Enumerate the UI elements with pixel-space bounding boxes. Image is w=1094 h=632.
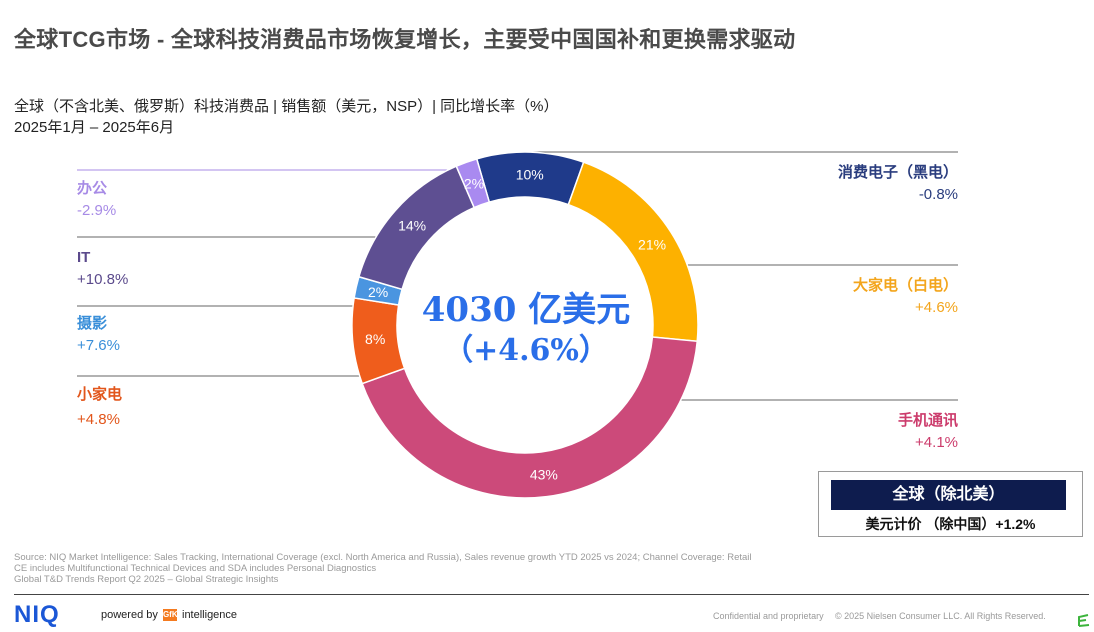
slice-label-4: 2% — [368, 284, 388, 300]
legend-white-name: 大家电（白电） — [852, 277, 958, 294]
slice-labels: 10% 21% 43% 8% 2% 14% 2% — [365, 167, 666, 483]
niq-logo: NIQ — [14, 601, 60, 628]
copyright-text: © 2025 Nielsen Consumer LLC. All Rights … — [835, 611, 1046, 621]
legend-small-name: 小家电 — [77, 386, 123, 403]
source-line-1: Source: NIQ Market Intelligence: Sales T… — [14, 552, 752, 563]
legend-phone-growth: +4.1% — [915, 434, 958, 451]
slice-2 — [361, 336, 699, 499]
slice-label-0: 10% — [516, 167, 544, 183]
source-line-3: Global T&D Trends Report Q2 2025 – Globa… — [14, 574, 279, 585]
legend-phone: 手机通讯 +4.1% — [826, 410, 958, 454]
legend-phone-name: 手机通讯 — [897, 412, 958, 429]
page-title: 全球TCG市场 - 全球科技消费品市场恢复增长，主要受中国国补和更换需求驱动 — [14, 27, 796, 52]
summary-footer: 美元计价 （除中国）+1.2% — [865, 516, 1036, 532]
center-growth: （+4.6%） — [443, 333, 609, 368]
legend-it-growth: +10.8% — [77, 271, 129, 288]
legend-photo: 摄影 +7.6% — [77, 313, 120, 357]
legend-office-name: 办公 — [77, 180, 108, 197]
slice-label-6: 2% — [464, 175, 484, 191]
legend-office: 办公 -2.9% — [77, 178, 116, 222]
legend-small: 小家电 +4.8% — [77, 384, 122, 431]
summary-box: 全球（除北美） 美元计价 （除中国）+1.2% — [818, 471, 1083, 537]
leader-lines — [77, 151, 958, 401]
slice-6 — [455, 157, 491, 209]
slice-label-1: 21% — [638, 236, 666, 252]
confidential-text: Confidential and proprietary — [713, 611, 824, 621]
donut-slices — [351, 151, 699, 499]
powered-by: powered by GfK intelligence — [101, 609, 238, 622]
center-total: 4030 亿美元 — [422, 290, 630, 330]
intelligence-text: intelligence — [182, 609, 238, 621]
legend-black-growth: -0.8% — [918, 186, 958, 203]
legend-small-growth: +4.8% — [77, 411, 120, 428]
slice-label-2: 43% — [530, 466, 558, 482]
slice-label-3: 8% — [365, 331, 385, 347]
legend-it: IT +10.8% — [77, 247, 128, 291]
legend-photo-name: 摄影 — [77, 315, 108, 332]
legend-white-growth: +4.6% — [915, 299, 958, 316]
source-notes: Source: NIQ Market Intelligence: Sales T… — [14, 552, 752, 585]
legend-white: 大家电（白电） +4.6% — [826, 275, 958, 319]
legend-photo-growth: +7.6% — [77, 337, 120, 354]
summary-header: 全球（除北美） — [831, 480, 1066, 510]
powered-by-text: powered by — [101, 609, 158, 621]
legend-black: 消费电子（黑电） -0.8% — [826, 162, 958, 206]
subtitle-line-2: 2025年1月 – 2025年6月 — [14, 119, 175, 136]
subtitle-line-1: 全球（不含北美、俄罗斯）科技消费品 | 销售额（美元，NSP）| 同比增长率（%… — [14, 98, 559, 115]
gfk-corner-icon — [1078, 614, 1090, 627]
gfk-logo-icon: GfK — [162, 609, 178, 622]
legend-it-name: IT — [77, 249, 91, 266]
source-line-2: CE includes Multifunctional Technical De… — [14, 563, 377, 574]
legend-black-name: 消费电子（黑电） — [837, 164, 958, 181]
chart-subtitle: 全球（不含北美、俄罗斯）科技消费品 | 销售额（美元，NSP）| 同比增长率（%… — [14, 96, 558, 138]
footer-divider — [14, 594, 1089, 595]
slice-label-5: 14% — [398, 217, 426, 233]
legend-office-growth: -2.9% — [77, 202, 117, 219]
